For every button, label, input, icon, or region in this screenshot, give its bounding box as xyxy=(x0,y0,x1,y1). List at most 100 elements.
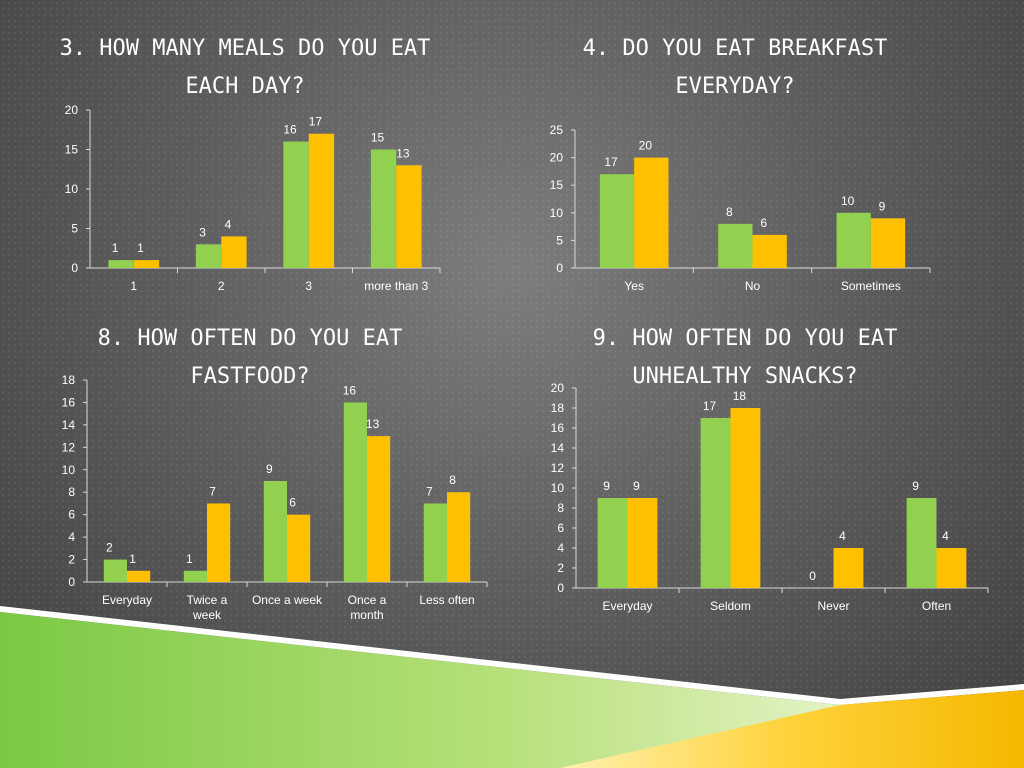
data-label: 4 xyxy=(839,529,846,543)
data-label: 4 xyxy=(225,217,232,231)
x-tick-label: Twice a week xyxy=(187,593,228,622)
bar-series-1 xyxy=(599,174,635,268)
bar-series-1 xyxy=(597,498,628,588)
x-tick-label: more than 3 xyxy=(364,279,428,293)
x-tick-label-line: Everyday xyxy=(102,593,152,607)
x-tick-label: Seldom xyxy=(710,599,751,613)
x-tick-label-line: Sometimes xyxy=(841,279,901,293)
bar-series-2 xyxy=(308,133,335,268)
y-tick-label: 10 xyxy=(65,182,79,196)
y-tick-label: 0 xyxy=(556,261,563,275)
bar-series-2 xyxy=(936,548,967,588)
data-label: 16 xyxy=(283,123,297,137)
x-tick-label-line: week xyxy=(192,608,222,622)
bar-series-2 xyxy=(207,503,231,582)
y-tick-label: 12 xyxy=(62,440,76,454)
bar-series-2 xyxy=(133,260,160,268)
x-tick-label-line: Often xyxy=(922,599,951,613)
y-tick-label: 15 xyxy=(550,178,564,192)
data-label: 13 xyxy=(396,146,410,160)
x-tick-label-line: more than 3 xyxy=(364,279,428,293)
x-tick-label-line: Once a week xyxy=(252,593,323,607)
data-label: 18 xyxy=(733,389,747,403)
bar-series-2 xyxy=(127,570,151,582)
bar-series-2 xyxy=(627,498,658,588)
data-label: 6 xyxy=(289,496,296,510)
data-label: 1 xyxy=(137,241,144,255)
y-tick-label: 6 xyxy=(557,521,564,535)
bar-series-1 xyxy=(263,481,287,582)
y-tick-label: 4 xyxy=(68,530,75,544)
x-tick-label-line: Everyday xyxy=(602,599,652,613)
x-tick-label: 3 xyxy=(305,279,312,293)
bar-series-2 xyxy=(730,408,761,588)
bar-series-2 xyxy=(221,236,247,268)
bar-series-1 xyxy=(906,498,937,588)
x-tick-label-line: Twice a xyxy=(187,593,228,607)
data-label: 10 xyxy=(841,194,855,208)
x-tick-label-line: Less often xyxy=(419,593,474,607)
data-label: 8 xyxy=(449,473,456,487)
bar-series-1 xyxy=(700,418,731,588)
x-tick-label: Often xyxy=(922,599,951,613)
chart-title-meals: 3. HOW MANY MEALS DO YOU EAT EACH DAY? xyxy=(59,36,431,99)
data-label: 13 xyxy=(366,417,380,431)
bar-series-1 xyxy=(283,141,309,268)
chart-title-snacks: 9. HOW OFTEN DO YOU EAT UNHEALTHY SNACKS… xyxy=(592,326,898,389)
data-label: 1 xyxy=(186,552,193,566)
data-label: 4 xyxy=(942,529,949,543)
data-label: 9 xyxy=(603,479,610,493)
bar-series-2 xyxy=(634,157,669,268)
x-tick-label: Yes xyxy=(624,279,644,293)
bar-series-2 xyxy=(870,218,906,268)
data-label: 17 xyxy=(309,115,323,129)
x-tick-label-line: Seldom xyxy=(710,599,751,613)
data-label: 2 xyxy=(106,541,113,555)
bar-series-2 xyxy=(287,514,311,582)
x-tick-label: Everyday xyxy=(602,599,652,613)
bar-series-1 xyxy=(183,570,207,582)
x-tick-label: Everyday xyxy=(102,593,152,607)
x-tick-label-line: Never xyxy=(817,599,849,613)
bar-series-1 xyxy=(343,402,367,582)
x-tick-label: Once a month xyxy=(348,593,387,622)
bar-series-1 xyxy=(195,244,222,268)
y-tick-label: 0 xyxy=(68,575,75,589)
y-tick-label: 0 xyxy=(71,261,78,275)
y-tick-label: 2 xyxy=(68,553,75,567)
bar-series-1 xyxy=(370,149,397,268)
y-tick-label: 4 xyxy=(557,541,564,555)
data-label: 3 xyxy=(199,225,206,239)
y-tick-label: 16 xyxy=(551,421,565,435)
x-tick-label: Less often xyxy=(419,593,474,607)
data-label: 16 xyxy=(343,383,357,397)
x-tick-label: No xyxy=(745,279,761,293)
x-tick-label: 1 xyxy=(130,279,137,293)
data-label: 0 xyxy=(809,569,816,583)
x-tick-label-line: 1 xyxy=(130,279,137,293)
x-tick-label-line: 3 xyxy=(305,279,312,293)
y-tick-label: 5 xyxy=(71,222,78,236)
y-tick-label: 0 xyxy=(557,581,564,595)
y-tick-label: 20 xyxy=(550,151,564,165)
y-tick-label: 14 xyxy=(551,441,565,455)
y-tick-label: 18 xyxy=(551,401,565,415)
y-tick-label: 16 xyxy=(62,395,76,409)
bar-series-2 xyxy=(396,165,422,268)
data-label: 7 xyxy=(209,484,216,498)
bar-series-2 xyxy=(752,234,787,268)
x-tick-label: Never xyxy=(817,599,849,613)
chart-title-breakfast: 4. DO YOU EAT BREAKFAST EVERYDAY? xyxy=(582,36,888,99)
footer-white-stripe xyxy=(0,606,1024,705)
data-label: 20 xyxy=(639,139,653,153)
data-label: 9 xyxy=(266,462,273,476)
bar-series-1 xyxy=(108,260,134,268)
bar-series-2 xyxy=(833,548,864,588)
data-label: 1 xyxy=(129,552,136,566)
data-label: 6 xyxy=(760,216,767,230)
x-tick-label: 2 xyxy=(218,279,225,293)
